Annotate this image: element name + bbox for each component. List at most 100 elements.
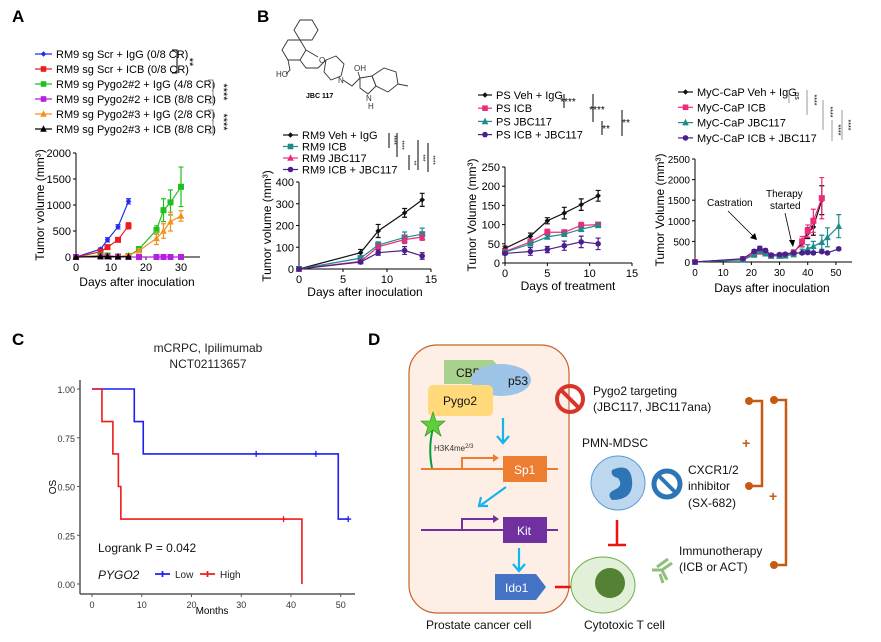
b3-annotations: Castration Therapy started bbox=[707, 189, 803, 247]
data-point bbox=[296, 266, 302, 272]
series-3 bbox=[502, 235, 601, 257]
legend-swatch-low bbox=[155, 571, 170, 577]
data-point bbox=[97, 252, 104, 260]
y-tick-label: 1000 bbox=[668, 217, 691, 228]
data-point bbox=[578, 239, 584, 245]
legend-label: RM9 Veh + IgG bbox=[302, 130, 378, 142]
panel-label-b: B bbox=[257, 7, 269, 26]
x-axis-label: Days of treatment bbox=[521, 279, 616, 293]
significance-label: **** bbox=[589, 105, 605, 116]
series-5 bbox=[72, 252, 132, 260]
castration-arrowhead bbox=[750, 233, 757, 240]
data-point bbox=[125, 222, 132, 229]
y-tick-label: 2000 bbox=[47, 148, 71, 160]
data-point bbox=[375, 228, 381, 234]
data-point bbox=[401, 235, 408, 243]
data-point bbox=[40, 66, 47, 72]
data-point bbox=[757, 245, 763, 252]
y-tick-label: 2000 bbox=[668, 176, 691, 187]
side-chain bbox=[342, 71, 361, 87]
significance-label: *** bbox=[419, 154, 425, 162]
data-point bbox=[804, 245, 812, 252]
x-tick-label: 10 bbox=[137, 600, 147, 610]
y-tick-label: 500 bbox=[673, 237, 690, 248]
therapy-label-2: started bbox=[770, 201, 801, 212]
data-point bbox=[544, 217, 551, 224]
plus-sign-2: + bbox=[769, 488, 777, 504]
data-point bbox=[401, 247, 408, 254]
y-tick-label: 0 bbox=[494, 258, 500, 270]
series-line bbox=[504, 241, 599, 254]
ido1-label: Ido1 bbox=[505, 581, 529, 595]
data-point bbox=[682, 104, 689, 111]
mdsc-nucleus bbox=[609, 467, 633, 500]
piperidine-ring bbox=[323, 55, 345, 81]
x-tick-label: 40 bbox=[802, 268, 814, 279]
data-point bbox=[40, 51, 47, 57]
panel-label-a: A bbox=[12, 7, 24, 26]
data-point bbox=[810, 250, 817, 256]
histone-mark-curve bbox=[429, 427, 434, 469]
legend-label: MyC-CaP ICB bbox=[697, 102, 766, 114]
cxcr-label-1: CXCR1/2 bbox=[688, 463, 739, 477]
data-point bbox=[40, 81, 47, 87]
kit-label: Kit bbox=[517, 524, 532, 538]
significance-label: ns bbox=[793, 92, 800, 100]
y-tick-label: 150 bbox=[482, 200, 500, 212]
mechanism-diagram: CBP p53 Pygo2 H3K4me2/3 Sp1 Kit Ido1 Pyg… bbox=[408, 344, 788, 632]
censor-mark bbox=[280, 516, 287, 523]
data-point bbox=[287, 132, 294, 138]
y-tick-label: 50 bbox=[488, 239, 500, 251]
naphthalene-ring-2 bbox=[281, 39, 307, 61]
y-tick-label: 300 bbox=[276, 199, 294, 211]
significance-label: **** bbox=[834, 125, 841, 136]
y-axis-label: Tumor volume (mm³) bbox=[33, 149, 47, 261]
data-point bbox=[153, 226, 160, 233]
data-point bbox=[527, 248, 534, 255]
data-point bbox=[544, 233, 551, 240]
logrank-p: Logrank P = 0.042 bbox=[98, 541, 197, 555]
legend-label-low: Low bbox=[175, 570, 194, 581]
y-tick-label: 0.00 bbox=[57, 580, 75, 590]
data-point bbox=[419, 253, 426, 259]
data-point bbox=[419, 197, 425, 203]
kit-box bbox=[503, 517, 547, 543]
data-point bbox=[177, 212, 185, 219]
sp1-box bbox=[503, 456, 547, 482]
receptor-icon bbox=[652, 557, 673, 584]
bracket-dots bbox=[745, 396, 778, 569]
data-point bbox=[114, 252, 122, 260]
data-point bbox=[104, 252, 111, 260]
x-tick-label: 20 bbox=[140, 262, 152, 274]
x-tick-label: 0 bbox=[296, 274, 302, 286]
legend-label: RM9 sg Pygo2#3 + ICB (8/8 CR) bbox=[56, 124, 216, 136]
legend-title: PYGO2 bbox=[98, 568, 140, 582]
data-point bbox=[790, 250, 797, 256]
legend-label-high: High bbox=[220, 570, 241, 581]
series-line bbox=[504, 224, 599, 253]
structure-atom-labels: O HO N OH N H bbox=[276, 56, 374, 111]
data-point bbox=[799, 250, 805, 256]
sp1-arrowhead bbox=[493, 454, 499, 462]
series-line bbox=[694, 225, 840, 263]
x-axis-label: Days after inoculation bbox=[714, 281, 829, 295]
y-tick-label: 200 bbox=[276, 221, 294, 233]
indole-pyrrole bbox=[359, 75, 377, 95]
data-point bbox=[824, 233, 831, 241]
data-point bbox=[104, 244, 111, 251]
significance-label: **** bbox=[810, 95, 817, 106]
data-point bbox=[810, 242, 817, 250]
x-tick-label: 20 bbox=[746, 268, 758, 279]
panel-label-d: D bbox=[368, 330, 380, 349]
data-point bbox=[72, 253, 80, 260]
data-point bbox=[824, 250, 831, 256]
series-2 bbox=[73, 166, 184, 260]
data-point bbox=[125, 252, 132, 260]
x-tick-label: 10 bbox=[718, 268, 730, 279]
significance-label: ** bbox=[602, 124, 610, 135]
y-axis-label: Tumor Volume (mm³) bbox=[465, 159, 479, 272]
series-0 bbox=[73, 198, 132, 260]
therapy-arrowhead bbox=[789, 240, 795, 247]
